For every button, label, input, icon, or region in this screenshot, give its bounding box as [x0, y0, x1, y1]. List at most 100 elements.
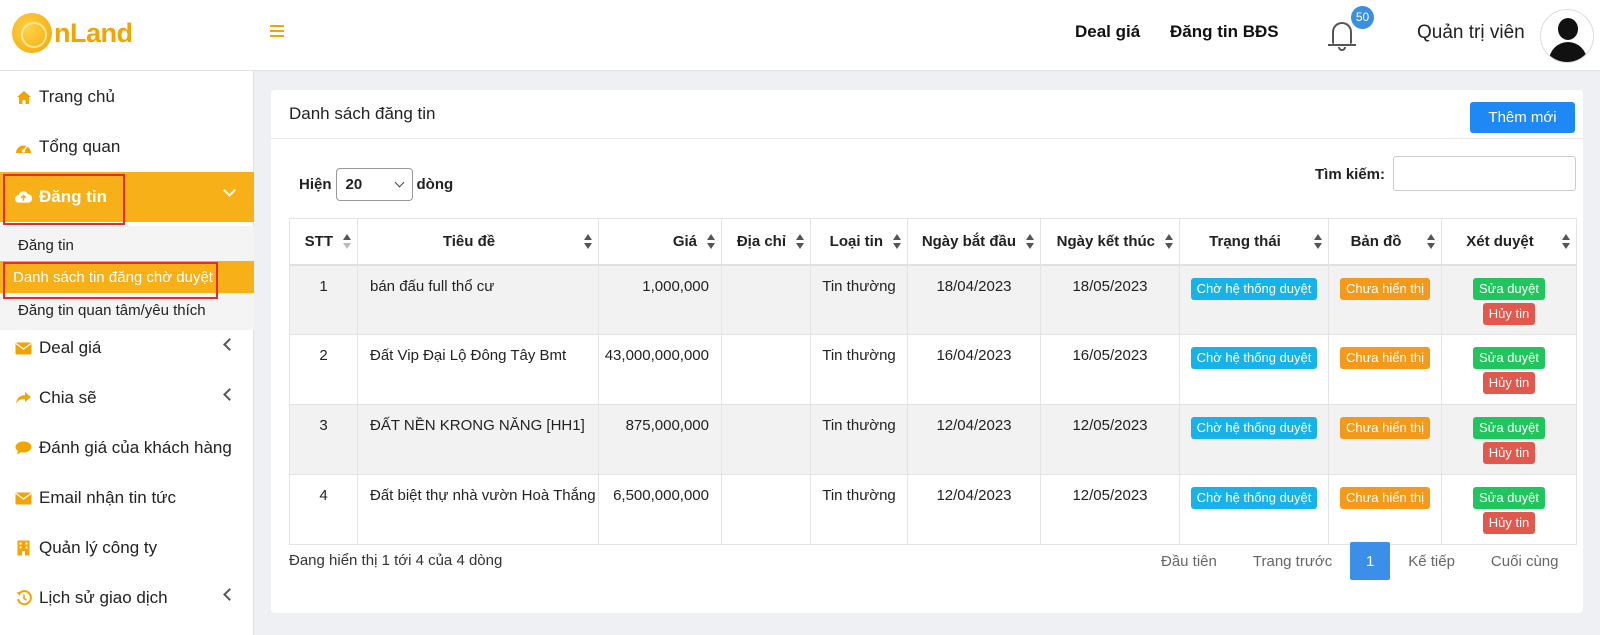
- dashboard-icon: [15, 139, 32, 156]
- status-badge: Chờ hệ thống duyệt: [1190, 487, 1318, 509]
- cancel-button[interactable]: Hủy tin: [1482, 372, 1536, 394]
- sidebar-item-dang-tin[interactable]: Đăng tin: [0, 172, 254, 222]
- sidebar-item-deal-gia[interactable]: Deal giá: [0, 323, 254, 373]
- card-header: Danh sách đăng tin Thêm mới: [271, 90, 1583, 139]
- cell-status: Chờ hệ thống duyệt: [1179, 264, 1329, 335]
- approve-button[interactable]: Sửa duyệt: [1472, 487, 1546, 509]
- column-header-trang-thai[interactable]: Trạng thái: [1179, 218, 1329, 266]
- bell-icon[interactable]: [1328, 18, 1358, 52]
- pager-page-button[interactable]: 1: [1350, 542, 1391, 580]
- column-header-tieu-de[interactable]: Tiêu đề: [357, 218, 599, 266]
- column-header-ban-do[interactable]: Bản đồ: [1328, 218, 1442, 266]
- cell-title: Đất biệt thự nhà vườn Hoà Thắng: [357, 474, 599, 545]
- approve-button[interactable]: Sửa duyệt: [1472, 417, 1546, 439]
- logo[interactable]: nLand: [12, 12, 133, 54]
- column-header-gia[interactable]: Giá: [598, 218, 722, 266]
- add-new-button[interactable]: Thêm mới: [1470, 102, 1575, 133]
- chevron-left-icon: [223, 588, 236, 601]
- envelope-icon: [15, 340, 32, 357]
- cell-start-date: 12/04/2023: [907, 404, 1041, 475]
- cell-start-date: 12/04/2023: [907, 474, 1041, 545]
- submenu-item-danh-sach-cho-duyet[interactable]: Danh sách tin đăng chờ duyệt: [0, 261, 254, 293]
- cancel-button[interactable]: Hủy tin: [1482, 442, 1536, 464]
- sidebar-item-lich-su[interactable]: Lịch sử giao dịch: [0, 573, 254, 623]
- sort-icon: [1165, 234, 1173, 250]
- cell-address: [721, 334, 811, 405]
- notification-badge: 50: [1351, 6, 1374, 29]
- cell-address: [721, 264, 811, 335]
- cell-price: 875,000,000: [598, 404, 722, 475]
- rows-label: dòng: [416, 176, 454, 193]
- cell-status: Chờ hệ thống duyệt: [1179, 404, 1329, 475]
- column-header-dia-chi[interactable]: Địa chỉ: [721, 218, 811, 266]
- sidebar-submenu: Đăng tin Danh sách tin đăng chờ duyệt Đă…: [0, 226, 254, 330]
- cell-title: Đất Vip Đại Lộ Đông Tây Bmt: [357, 334, 599, 405]
- submenu-item-quan-tam[interactable]: Đăng tin quan tâm/yêu thích: [18, 301, 206, 319]
- sort-icon: [1314, 234, 1322, 250]
- pager-prev-button[interactable]: Trang trước: [1252, 552, 1333, 570]
- menu-toggle-icon[interactable]: [270, 25, 284, 37]
- cell-start-date: 16/04/2023: [907, 334, 1041, 405]
- chevron-left-icon: [223, 338, 236, 351]
- cell-price: 43,000,000,000: [598, 334, 722, 405]
- cell-title: ĐẤT NỀN KRONG NĂNG [HH1]: [357, 404, 599, 475]
- column-header-xet-duyet[interactable]: Xét duyệt: [1441, 218, 1577, 266]
- sidebar-item-quan-ly-cong-ty[interactable]: Quản lý công ty: [0, 523, 254, 573]
- column-header-stt[interactable]: STT: [289, 218, 358, 266]
- page-length-select[interactable]: 20: [335, 168, 413, 201]
- sort-icon: [1427, 234, 1435, 250]
- column-header-loai-tin[interactable]: Loại tin: [810, 218, 908, 266]
- sidebar-item-danh-gia[interactable]: Đánh giá của khách hàng: [0, 423, 254, 473]
- cell-type: Tin thường: [810, 334, 908, 405]
- avatar[interactable]: [1540, 9, 1594, 63]
- cell-type: Tin thường: [810, 404, 908, 475]
- history-icon: [15, 590, 32, 607]
- page-title: Danh sách đăng tin: [289, 104, 436, 123]
- submenu-item-dang-tin[interactable]: Đăng tin: [18, 236, 74, 254]
- column-header-ngay-bat-dau[interactable]: Ngày bắt đầu: [907, 218, 1041, 266]
- sidebar-item-chia-se[interactable]: Chia sẽ: [0, 373, 254, 423]
- sidebar-item-email[interactable]: Email nhận tin tức: [0, 473, 254, 523]
- cell-stt: 1: [289, 264, 358, 335]
- cell-title: bán đấu full thổ cư: [357, 264, 599, 335]
- status-badge: Chờ hệ thống duyệt: [1190, 417, 1318, 439]
- cell-actions: Sửa duyệt Hủy tin: [1441, 264, 1577, 335]
- map-badge: Chưa hiển thị: [1339, 347, 1431, 369]
- content-card: Danh sách đăng tin Thêm mới Hiện 20 dòng…: [271, 90, 1583, 613]
- comment-icon: [15, 440, 32, 457]
- envelope-icon: [15, 490, 32, 507]
- cell-end-date: 12/05/2023: [1040, 474, 1180, 545]
- search-input[interactable]: [1393, 156, 1576, 191]
- cell-stt: 3: [289, 404, 358, 475]
- cell-address: [721, 404, 811, 475]
- home-icon: [15, 89, 32, 106]
- sort-icon: [893, 234, 901, 250]
- map-badge: Chưa hiển thị: [1339, 487, 1431, 509]
- cell-end-date: 18/05/2023: [1040, 264, 1180, 335]
- cancel-button[interactable]: Hủy tin: [1482, 512, 1536, 534]
- chevron-down-icon: [223, 184, 236, 197]
- cell-end-date: 12/05/2023: [1040, 404, 1180, 475]
- cell-map: Chưa hiển thị: [1328, 474, 1442, 545]
- pager-first-button[interactable]: Đầu tiên: [1161, 552, 1217, 570]
- pager-next-button[interactable]: Kế tiếp: [1408, 552, 1455, 570]
- approve-button[interactable]: Sửa duyệt: [1472, 347, 1546, 369]
- search-label: Tìm kiếm:: [1315, 166, 1386, 183]
- sidebar-item-trang-chu[interactable]: Trang chủ: [0, 72, 254, 122]
- pager-last-button[interactable]: Cuối cùng: [1490, 552, 1559, 570]
- cloud-upload-icon: [15, 189, 32, 206]
- sort-icon: [1026, 234, 1034, 250]
- sidebar-item-tong-quan[interactable]: Tổng quan: [0, 122, 254, 172]
- approve-button[interactable]: Sửa duyệt: [1472, 277, 1546, 300]
- cancel-button[interactable]: Hủy tin: [1482, 302, 1536, 325]
- status-badge: Chờ hệ thống duyệt: [1190, 347, 1318, 369]
- nav-link-dang-tin-bds[interactable]: Đăng tin BĐS: [1170, 22, 1279, 41]
- sort-icon: [584, 234, 592, 250]
- column-header-ngay-ket-thuc[interactable]: Ngày kết thúc: [1040, 218, 1180, 266]
- nav-link-deal-gia[interactable]: Deal giá: [1075, 22, 1141, 41]
- user-name[interactable]: Quản trị viên: [1417, 22, 1525, 43]
- pagination: Đầu tiên Trang trước 1 Kế tiếp Cuối cùng: [1143, 542, 1576, 580]
- sort-icon: [1562, 234, 1570, 250]
- cell-price: 1,000,000: [598, 264, 722, 335]
- cell-type: Tin thường: [810, 474, 908, 545]
